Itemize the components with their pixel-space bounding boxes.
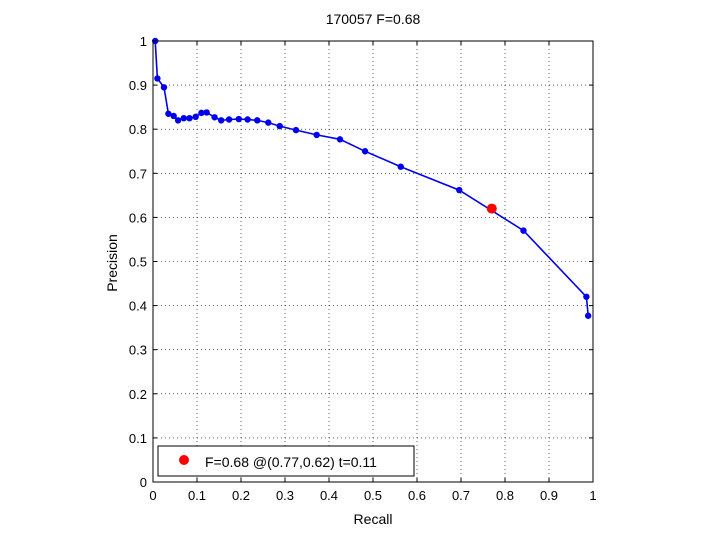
pr-curve-point	[218, 117, 225, 124]
best-f-point	[486, 203, 497, 214]
pr-curve-point	[180, 114, 187, 122]
pr-curve-point	[584, 312, 592, 319]
pr-curve-point	[165, 110, 172, 117]
y-axis-label: Precision	[104, 234, 120, 292]
pr-curve-point	[154, 75, 161, 82]
series-layer	[152, 37, 592, 319]
x-tick-label: 0.8	[496, 488, 514, 503]
axis-ticks: 0 0.1 0.2 0.3 0.4 0.5 0.6 0.7 0.8 0.9 1 0 0.1 0.2 0.3 0…	[129, 34, 597, 503]
y-tick-label: 0.8	[129, 122, 147, 137]
legend: F=0.68 @(0.77,0.62) t=0.11	[157, 445, 415, 477]
x-tick-label: 0.5	[364, 488, 382, 503]
pr-curve-point	[203, 109, 210, 116]
legend-marker	[179, 455, 189, 465]
x-tick-label: 0.2	[232, 488, 250, 503]
y-tick-label: 0	[140, 475, 147, 490]
pr-curve-point	[198, 109, 205, 117]
y-tick-label: 0.1	[129, 431, 147, 446]
pr-curve-point	[211, 114, 218, 121]
x-tick-label: 0.7	[452, 488, 470, 503]
pr-curve-point	[313, 131, 320, 139]
pr-curve-point	[160, 84, 168, 91]
y-tick-label: 0.6	[129, 210, 147, 225]
pr-curve-point	[186, 114, 193, 122]
y-tick-label: 0.7	[129, 166, 147, 181]
x-tick-label: 0	[149, 488, 156, 503]
pr-curve-point	[361, 148, 369, 155]
x-tick-label: 0.3	[276, 488, 294, 503]
y-tick-label: 0.4	[129, 299, 147, 314]
x-tick-label: 0.1	[188, 488, 206, 503]
pr-curve-point	[583, 293, 590, 300]
pr-curve-point	[244, 116, 251, 123]
x-tick-label: 1	[589, 488, 596, 503]
y-tick-label: 1	[140, 34, 147, 49]
pr-curve-point	[276, 122, 283, 130]
pr-curve-point	[336, 136, 344, 143]
pr-curve-point	[170, 112, 177, 120]
pr-curve-point	[225, 116, 233, 123]
chart-title: 170057 F=0.68	[326, 11, 421, 27]
y-tick-label: 0.3	[129, 343, 147, 358]
y-tick-label: 0.5	[129, 255, 147, 270]
pr-curve-point	[456, 186, 463, 194]
pr-curve-point	[174, 117, 182, 124]
grid-lines	[153, 41, 593, 482]
pr-curve-point	[235, 115, 242, 123]
x-tick-label: 0.9	[540, 488, 558, 503]
x-tick-label: 0.4	[320, 488, 338, 503]
y-tick-label: 0.9	[129, 78, 147, 93]
pr-curve-point	[520, 227, 527, 234]
x-axis-label: Recall	[354, 511, 393, 527]
pr-curve-point	[254, 117, 261, 124]
pr-curve-point	[192, 113, 199, 121]
legend-box	[157, 445, 415, 477]
pr-curve-point	[265, 119, 272, 126]
x-tick-label: 0.6	[408, 488, 426, 503]
y-tick-label: 0.2	[129, 387, 147, 402]
pr-curve-point	[292, 126, 300, 134]
legend-text: F=0.68 @(0.77,0.62) t=0.11	[205, 454, 377, 470]
pr-curve-point	[397, 163, 404, 170]
